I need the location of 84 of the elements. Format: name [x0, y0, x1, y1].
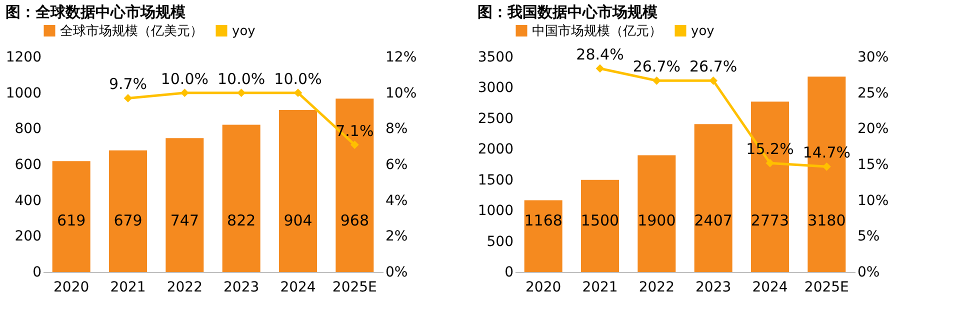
data-label: 679: [114, 211, 142, 230]
y-tick-label: 1000: [6, 85, 42, 102]
y-tick-label: 800: [14, 121, 42, 138]
y-tick-label: 2500: [478, 110, 514, 127]
bar: [109, 150, 147, 272]
y-tick-label: 2000: [478, 142, 514, 158]
data-label: 968: [340, 211, 369, 230]
data-label: 7.1%: [336, 122, 374, 140]
y-tick-label: 3500: [478, 50, 514, 66]
y-tick-label: 1200: [6, 50, 42, 66]
y2-tick-label: 12%: [386, 50, 417, 66]
x-tick-label: 2021: [582, 280, 618, 296]
x-tick-label: 2025E: [804, 280, 849, 296]
y2-tick-label: 5%: [858, 228, 880, 245]
point: [596, 64, 604, 73]
data-label: 904: [284, 211, 312, 230]
y-tick-label: 3000: [478, 80, 514, 96]
data-label: 10.0%: [218, 70, 266, 88]
bar: [524, 200, 562, 272]
y-tick-label: 200: [14, 228, 42, 245]
y2-tick-label: 6%: [386, 157, 408, 173]
bar: [638, 155, 676, 272]
bar: [694, 124, 732, 272]
y-tick-label: 400: [14, 192, 42, 209]
data-label: 28.4%: [576, 45, 624, 64]
bar: [336, 98, 374, 272]
chart-title: 图：全球数据中心市场规模: [5, 3, 186, 21]
data-label: 9.7%: [108, 75, 148, 94]
x-tick-label: 2023: [224, 280, 260, 296]
data-label: 26.7%: [632, 58, 680, 76]
y2-tick-label: 15%: [858, 157, 889, 173]
y2-tick-label: 10%: [386, 85, 417, 102]
x-tick-label: 2025E: [332, 280, 377, 296]
x-tick-label: 2022: [166, 280, 202, 296]
y-tick-label: 500: [486, 234, 514, 250]
y2-tick-label: 30%: [858, 50, 889, 66]
bar: [222, 124, 260, 272]
data-label: 10.0%: [160, 70, 208, 88]
legend-label: 中国市场规模（亿元）: [532, 24, 662, 39]
bar: [166, 138, 204, 272]
x-tick-label: 2024: [280, 280, 316, 296]
y2-tick-label: 10%: [858, 192, 889, 209]
y2-tick-label: 25%: [858, 85, 889, 102]
y-tick-label: 1000: [478, 203, 514, 220]
x-tick-label: 2022: [638, 280, 674, 296]
bar: [581, 180, 619, 272]
data-label: 1168: [524, 211, 562, 230]
x-tick-label: 2020: [526, 280, 562, 296]
x-tick-label: 2020: [54, 280, 90, 296]
bar: [52, 161, 90, 272]
data-label: 1500: [580, 211, 620, 230]
y-tick-label: 0: [504, 264, 514, 280]
data-label: 26.7%: [690, 58, 738, 76]
data-label: 747: [170, 211, 199, 230]
data-label: 1900: [638, 211, 676, 230]
y-tick-label: 1500: [478, 172, 514, 188]
point: [709, 76, 718, 85]
y-tick-label: 600: [14, 157, 42, 173]
data-label: 2407: [694, 211, 732, 230]
x-tick-label: 2024: [752, 280, 788, 296]
x-tick-label: 2023: [696, 280, 732, 296]
legend-label: yoy: [691, 24, 715, 39]
data-label: 10.0%: [274, 70, 322, 88]
y2-tick-label: 20%: [858, 121, 889, 138]
point: [350, 140, 359, 149]
data-label: 822: [227, 211, 256, 230]
y2-tick-label: 0%: [858, 264, 880, 280]
y2-tick-label: 0%: [386, 264, 408, 280]
point: [180, 88, 189, 98]
point: [652, 76, 661, 85]
data-label: 2773: [750, 211, 790, 230]
chart-title: 图：我国数据中心市场规模: [477, 3, 658, 21]
bar: [279, 110, 317, 272]
data-label: 619: [57, 211, 86, 230]
point: [124, 94, 132, 102]
x-tick-label: 2021: [110, 280, 146, 296]
y2-tick-label: 8%: [386, 121, 408, 138]
legend-label: 全球市场规模（亿美元）: [60, 22, 203, 39]
point: [294, 88, 302, 98]
legend-label: yoy: [232, 24, 256, 39]
y-tick-label: 0: [32, 264, 42, 280]
y2-tick-label: 2%: [386, 228, 408, 245]
y2-tick-label: 4%: [386, 192, 408, 209]
data-label: 3180: [808, 211, 846, 230]
